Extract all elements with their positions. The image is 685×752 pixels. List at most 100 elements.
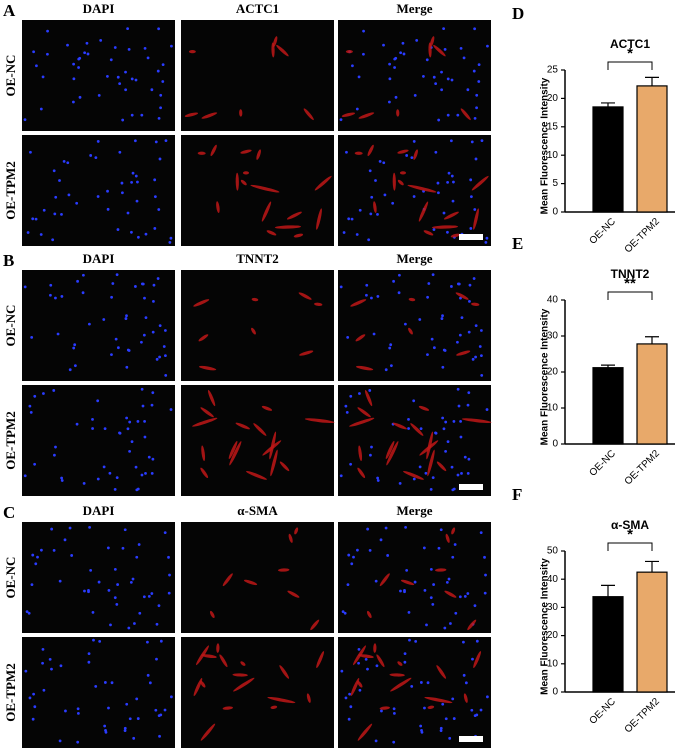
cell-stain [261, 405, 273, 411]
cell-stain [450, 233, 461, 238]
nucleus [397, 273, 401, 277]
nucleus [30, 583, 34, 586]
y-tick-label: 10 [547, 150, 559, 161]
nucleus [404, 525, 407, 529]
nucleus [140, 387, 144, 391]
nucleus [446, 440, 450, 444]
nucleus [51, 238, 55, 242]
nucleus [125, 416, 129, 420]
nucleus [451, 697, 455, 701]
nucleus [159, 106, 162, 110]
nucleus [76, 707, 80, 711]
nucleus [483, 555, 486, 559]
nucleus [348, 692, 352, 696]
nucleus [133, 139, 137, 143]
nucleus [407, 417, 410, 421]
panel-letter: B [3, 251, 14, 270]
nucleus [441, 314, 444, 318]
nucleus [60, 213, 63, 216]
cell-stain [184, 112, 199, 118]
nucleus [402, 52, 406, 56]
cell-stain [195, 645, 210, 666]
nucleus [459, 296, 462, 300]
nucleus [155, 357, 159, 361]
nucleus [78, 95, 82, 99]
nucleus [67, 193, 71, 197]
nucleus [73, 364, 77, 368]
bar [636, 571, 668, 693]
nucleus [150, 472, 154, 475]
nucleus [445, 581, 449, 584]
nucleus [154, 708, 158, 712]
cell-stain [216, 643, 220, 653]
cell-stain [243, 579, 258, 586]
nucleus [437, 546, 441, 550]
chart-title: TNNT2 [611, 267, 650, 281]
nucleus [480, 373, 484, 377]
nucleus [466, 592, 470, 595]
column-header: ACTC1 [236, 1, 279, 16]
nucleus [345, 150, 348, 154]
nucleus [370, 296, 373, 300]
nucleus [106, 75, 109, 78]
nucleus [116, 228, 120, 231]
cell-stain [209, 610, 215, 619]
nucleus [41, 661, 44, 665]
nucleus [141, 404, 145, 408]
y-tick-label: 20 [547, 367, 559, 378]
nucleus [140, 340, 143, 344]
nucleus [388, 100, 391, 104]
nucleus [29, 410, 33, 414]
nucleus [456, 473, 460, 477]
cell-stain [261, 201, 272, 222]
nucleus [99, 38, 103, 42]
nucleus [477, 80, 481, 83]
nucleus [146, 56, 150, 60]
cell-stain [200, 723, 216, 741]
nucleus [169, 408, 173, 411]
nucleus [31, 553, 35, 557]
nucleus [470, 140, 474, 144]
nucleus [113, 487, 117, 491]
nucleus [121, 118, 125, 122]
nucleus [368, 169, 372, 173]
nucleus [24, 669, 28, 673]
cell-stain [193, 299, 210, 307]
nucleus [115, 273, 119, 277]
column-header: TNNT2 [236, 251, 279, 266]
cell-stain [298, 292, 312, 300]
nucleus [422, 75, 425, 78]
nucleus [349, 705, 353, 709]
cell-stain [200, 467, 209, 479]
nucleus [60, 476, 64, 480]
nucleus [159, 93, 163, 97]
nucleus [77, 66, 80, 69]
nucleus [68, 368, 72, 372]
nucleus [170, 44, 173, 48]
cell-stain [239, 109, 243, 117]
nucleus [157, 208, 161, 211]
cell-stain [232, 673, 248, 677]
error-bar [645, 560, 659, 573]
nucleus [48, 657, 52, 661]
nucleus [472, 277, 476, 280]
nucleus [356, 548, 359, 552]
nucleus [164, 373, 168, 377]
nucleus [466, 472, 470, 475]
nucleus [72, 77, 76, 81]
nucleus [479, 329, 483, 332]
nucleus [128, 420, 132, 424]
bar [592, 367, 624, 445]
bar [636, 85, 668, 213]
micrograph [22, 20, 175, 131]
nucleus [140, 473, 144, 477]
error-bar [645, 336, 659, 344]
cell-stain [345, 49, 353, 54]
cell-stain [288, 533, 293, 543]
nucleus [350, 217, 354, 221]
x-tick-label: OE-TPM2 [623, 216, 663, 256]
y-tick-label: 0 [552, 207, 558, 218]
nucleus [53, 212, 57, 216]
nucleus [412, 477, 416, 481]
